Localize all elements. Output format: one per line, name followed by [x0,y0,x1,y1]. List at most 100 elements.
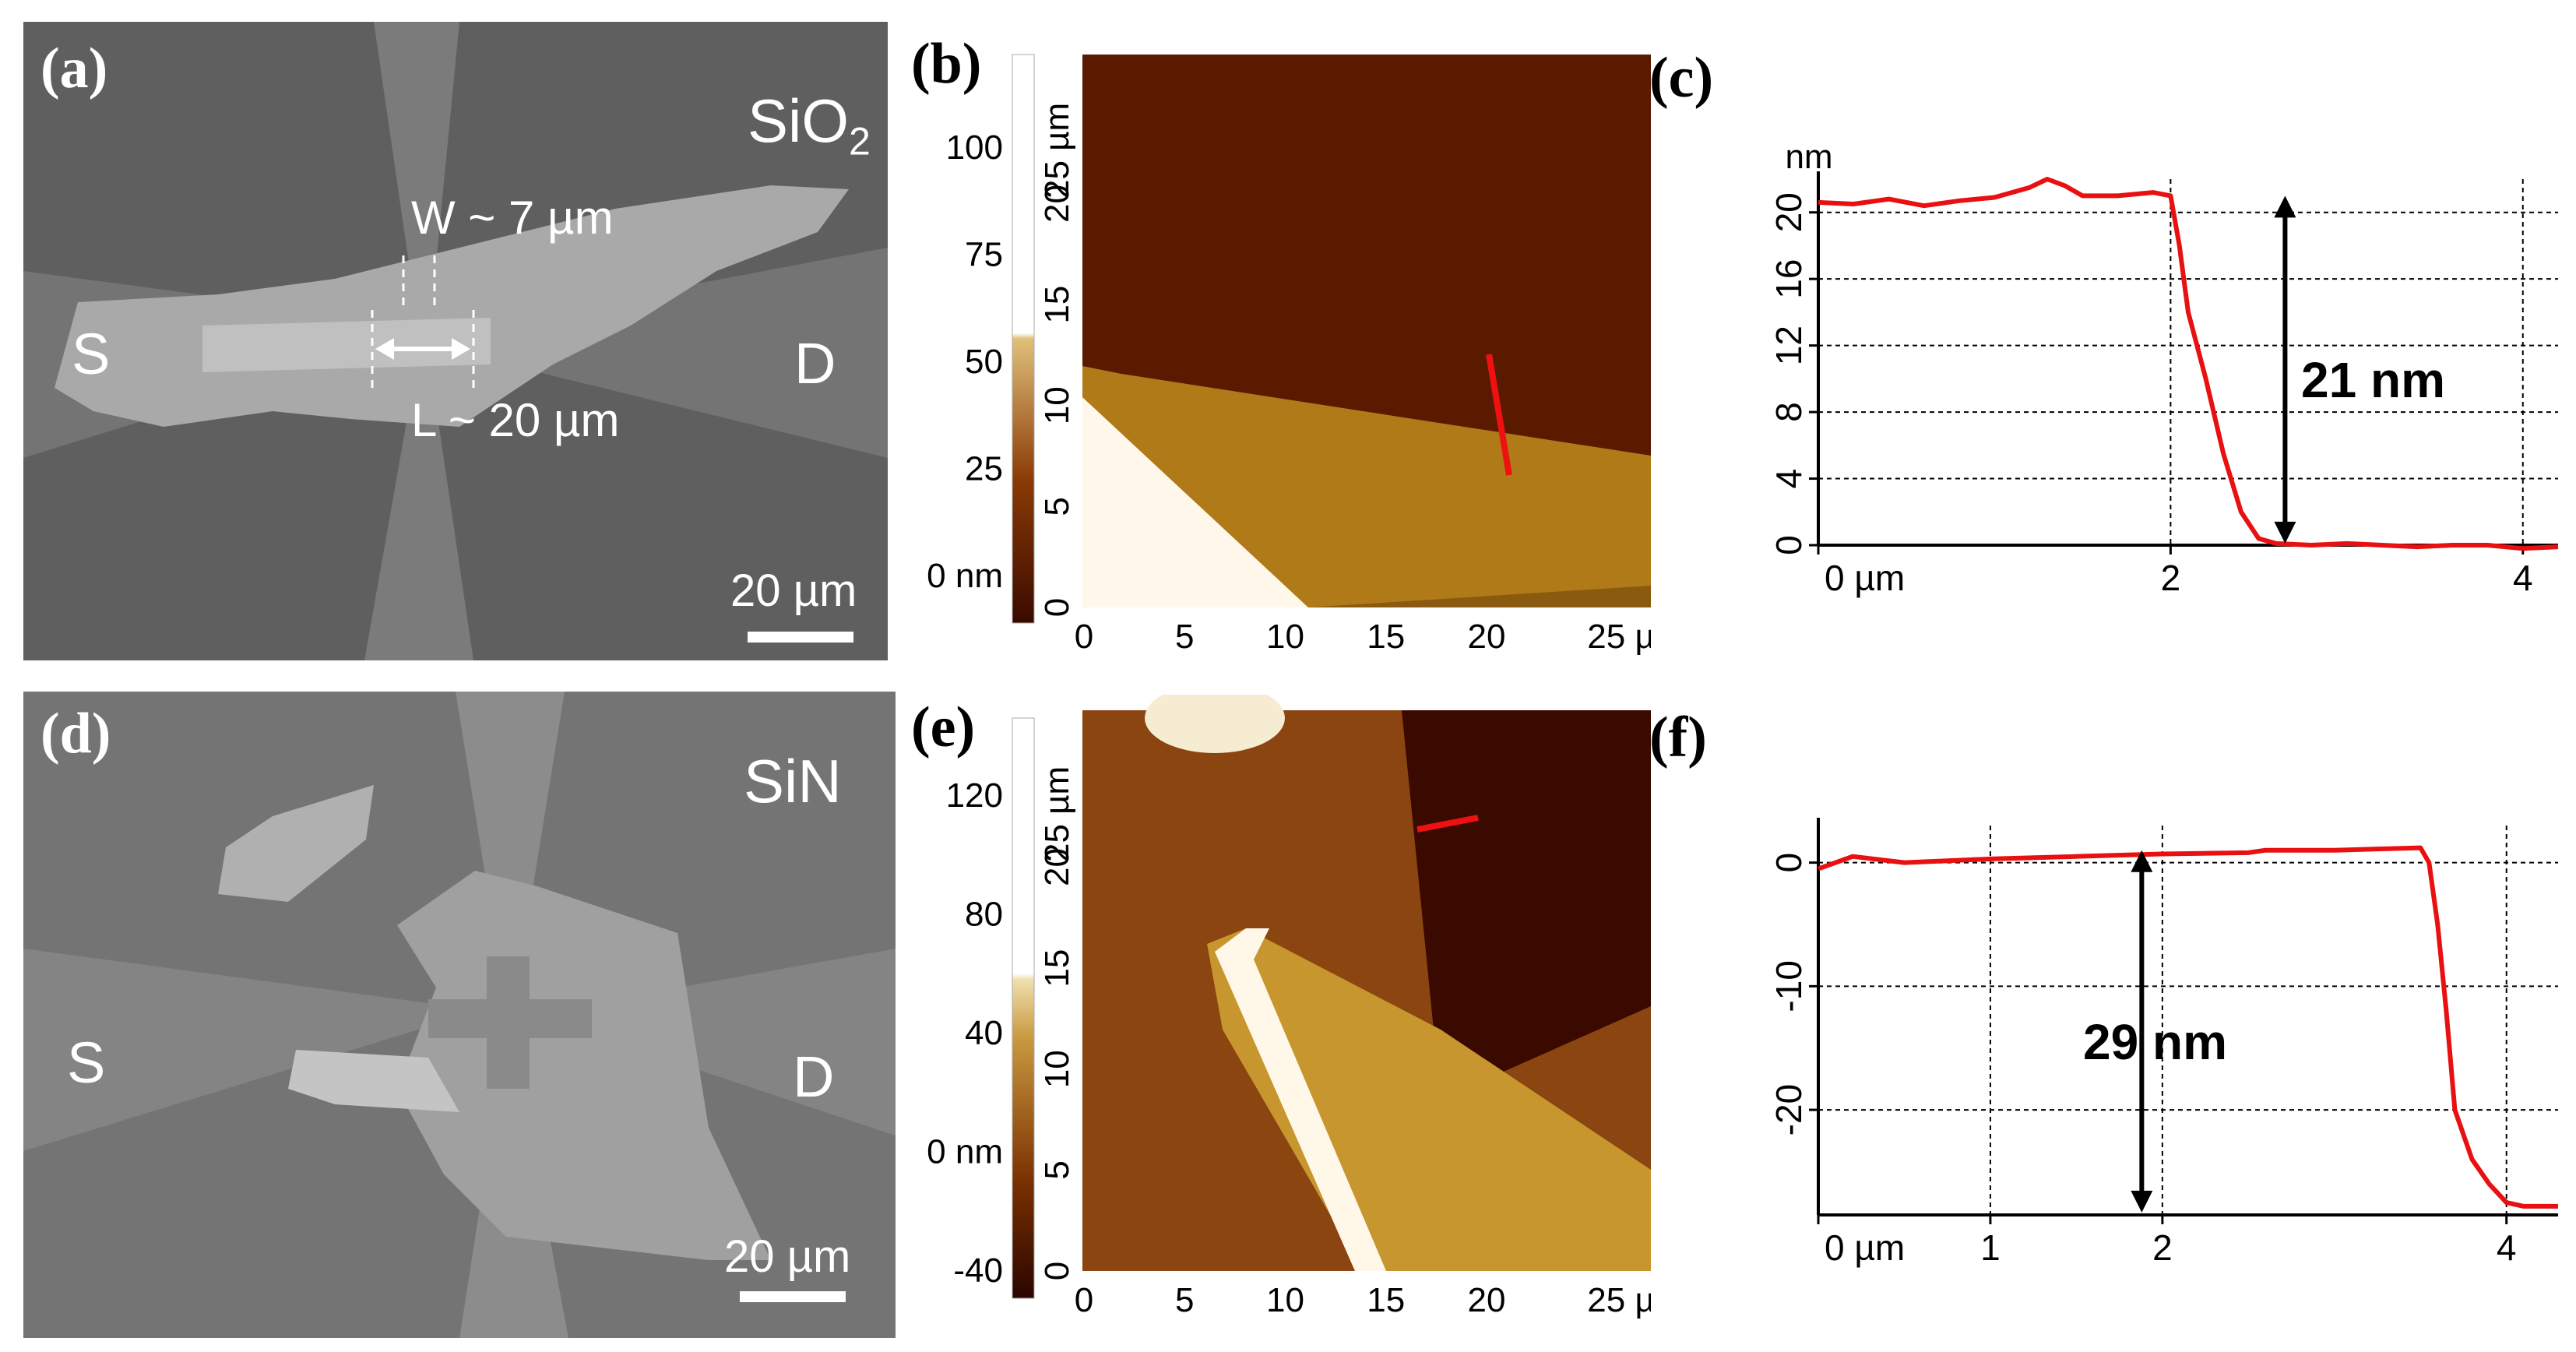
y-tick-label: 0 [1038,1262,1076,1280]
x-tick-label: 4 [2513,558,2533,598]
y-tick-label: 0 [1038,598,1076,617]
substrate-label-a: SiO2 [748,86,871,164]
y-tick-label: -10 [1768,960,1809,1012]
colorbar-tick-label: 0 nm [927,557,1003,595]
y-tick-label: 20 [1038,848,1076,886]
panel-d-device-drawing [23,692,896,1338]
y-tick-label: 4 [1768,469,1809,489]
colorbar-tick-label: 25 [965,450,1003,488]
y-tick-label: 5 [1038,1160,1076,1179]
colorbar-tick-label: -40 [953,1252,1003,1290]
y-tick-label: 25 µm [1038,766,1076,862]
y-tick-label: 16 [1768,259,1809,299]
y-tick-label: 12 [1768,326,1809,365]
x-tick-label: 5 [1175,1281,1194,1319]
panel-d-sem-image [23,692,896,1338]
x-tick-label: 4 [2497,1227,2517,1268]
panel-a-label: (a) [40,37,108,100]
step-height-annotation: 29 nm [2083,1014,2227,1070]
x-tick-label: 2 [2152,1227,2173,1268]
x-tick-label: 10 [1266,1281,1304,1319]
width-label: W ~ 7 µm [411,192,614,244]
y-tick-label: 15 [1038,286,1076,324]
colorbar-tick-label: 120 [946,776,1003,815]
y-tick-label: 10 [1038,386,1076,424]
x-tick-label: 15 [1367,1281,1405,1319]
debris-flake-2 [288,1050,459,1112]
electrode-top [374,22,459,279]
x-tick-label: 2 [2161,558,2181,598]
y-tick-label: 0 [1768,853,1809,873]
colorbar-tick-label: 75 [965,236,1003,274]
x-tick-label: 1 [1980,1227,2001,1268]
axis-b-bottom: 0 5 10 15 20 25 µm [1075,618,1651,656]
step-height-annotation: 21 nm [2301,352,2445,408]
panel-c-label: (c) [1649,46,1714,110]
arrow-head-top [2131,850,2153,872]
panel-a-sem-image [23,22,888,660]
x-tick-label: 15 [1367,618,1405,656]
x-tick-label: 0 µm [1825,1227,1905,1268]
colorbar-tick-label: 50 [965,343,1003,381]
afm-map-b [1082,55,1651,607]
y-tick-label: 25 µm [1038,103,1076,199]
panel-a-device-drawing [23,22,888,660]
source-label-a: S [72,322,111,386]
y-tick-label: -20 [1768,1084,1809,1135]
panel-b-label: (b) [911,32,982,96]
colorbar-tick-label: 0 nm [927,1133,1003,1171]
electrode-top [456,692,565,956]
electrode-drain [475,248,888,458]
x-tick-label: 0 [1075,618,1093,656]
x-tick-label: 0 µm [1825,558,1905,598]
drain-label-a: D [794,331,836,396]
x-tick-label: 5 [1175,618,1194,656]
scale-bar [740,1291,846,1302]
arrow-head-bottom [2274,521,2296,544]
electrode-bottom [364,396,473,660]
panel-d-label: (d) [40,702,111,766]
colorbar-e-ticks: 120 80 40 0 nm -40 [927,776,1003,1290]
debris-flake-1 [218,785,374,902]
profile-line-b-red [1486,354,1512,476]
profile-series-line [1817,845,2558,1209]
drain-label-d: D [793,1044,835,1109]
afm-map-e [1082,695,1651,1271]
panel-c-profile-chart: 0 4 8 12 16 20 0 µm 2 4 21 nm nm [1768,148,2559,598]
y-tick-label: 15 [1038,949,1076,988]
panel-f-label: (f) [1649,706,1707,769]
y-tick-label: 10 [1038,1050,1076,1088]
arrow-head-top [2274,195,2296,218]
source-label-d: S [67,1030,106,1095]
x-tick-label: 10 [1266,618,1304,656]
arrow-head-bottom [2131,1190,2153,1213]
x-tick-label: 20 [1468,618,1506,656]
scale-label-a: 20 µm [730,565,857,616]
scale-bar [748,632,853,643]
x-tick-label: 0 [1075,1281,1093,1319]
y-tick-label: 0 [1768,535,1809,555]
x-tick-label: 25 µm [1587,1281,1651,1319]
y-tick-label: 8 [1768,402,1809,422]
axis-e-bottom: 0 5 10 15 20 25 µm [1075,1281,1651,1319]
colorbar-b [1012,54,1035,624]
y-unit-label: nm [1785,148,1832,176]
panel-e-label: (e) [911,695,976,759]
panel-f-profile-chart: 0 -10 -20 0 µm 1 2 4 29 nm [1768,818,2558,1268]
profile-line-e-red [1416,815,1479,833]
colorbar-tick-label: 100 [946,129,1003,167]
colorbar-tick-label: 40 [965,1014,1003,1052]
colorbar-tick-label: 80 [965,896,1003,934]
colorbar-e [1012,717,1035,1299]
length-label: L ~ 20 µm [411,394,620,446]
y-tick-label: 5 [1038,497,1076,516]
y-tick-label: 20 [1768,192,1809,232]
x-tick-label: 25 µm [1587,618,1651,656]
electrode-source [23,949,428,1151]
flake-channel [202,318,491,372]
scale-label-d: 20 µm [724,1231,851,1282]
